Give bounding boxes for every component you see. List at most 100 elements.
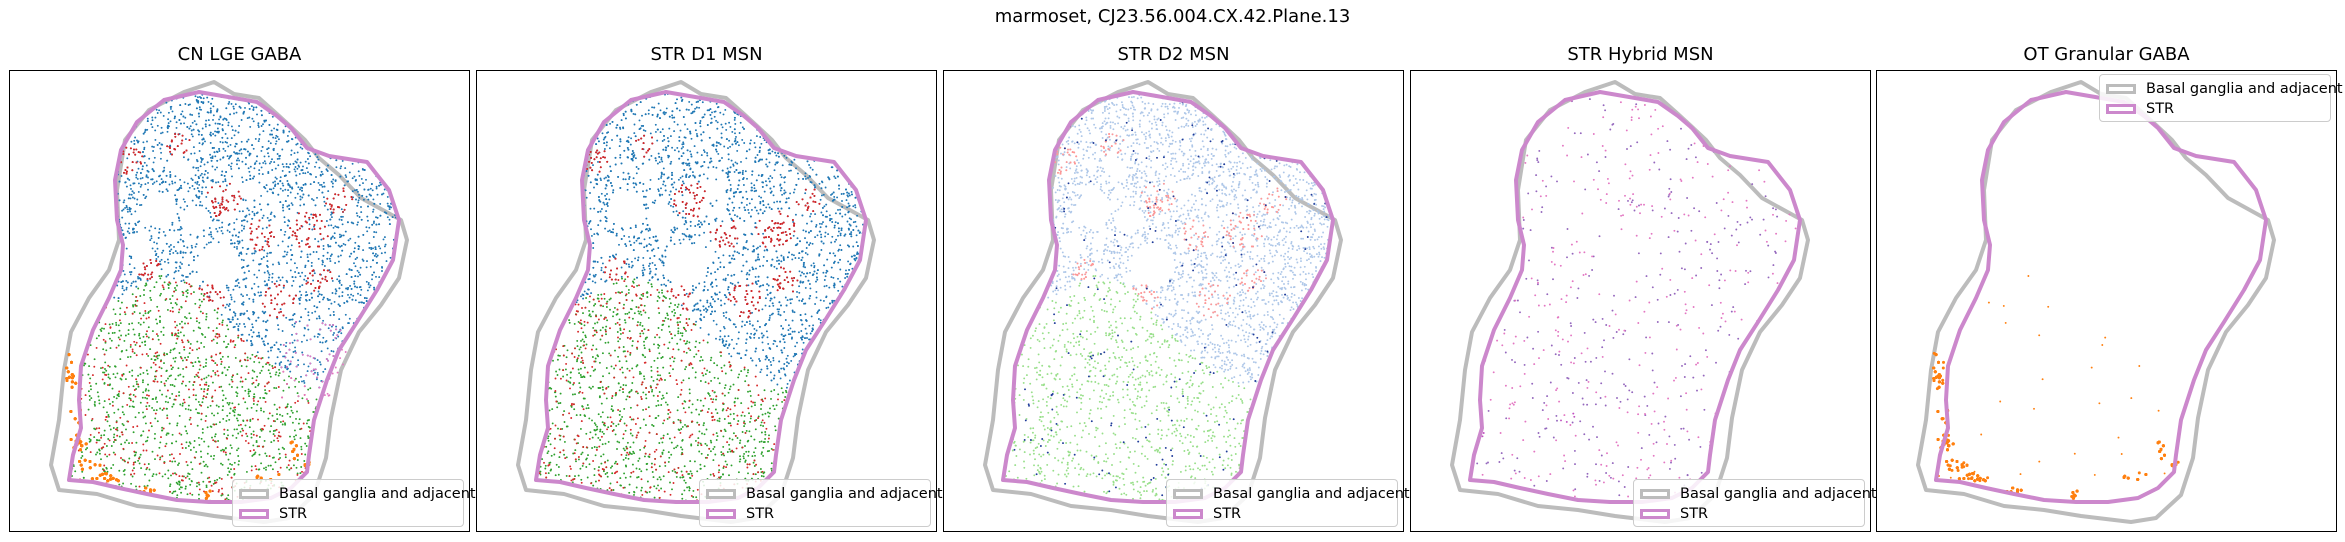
data-point	[266, 260, 269, 263]
data-point	[240, 339, 243, 342]
data-point	[233, 112, 235, 115]
data-point	[162, 427, 165, 430]
data-point	[244, 389, 247, 392]
data-point	[284, 406, 287, 409]
data-point	[202, 229, 205, 232]
data-point	[187, 341, 190, 343]
data-point	[168, 375, 171, 378]
data-point	[299, 188, 301, 191]
data-point	[297, 422, 300, 425]
data-point	[250, 340, 252, 342]
data-point	[203, 383, 206, 386]
data-point	[247, 372, 250, 375]
data-point	[238, 105, 241, 108]
data-point	[206, 465, 209, 468]
data-point	[152, 170, 155, 173]
data-point	[215, 227, 218, 230]
data-point	[186, 275, 189, 278]
data-point	[139, 373, 142, 376]
data-point	[195, 243, 198, 246]
data-point	[196, 340, 199, 343]
data-point	[100, 458, 102, 461]
data-point	[206, 426, 209, 429]
data-point	[183, 334, 185, 337]
data-point	[121, 216, 124, 219]
data-point	[134, 210, 137, 213]
data-point	[252, 381, 255, 384]
data-point	[286, 205, 289, 208]
data-point	[179, 122, 182, 125]
data-point	[133, 139, 136, 142]
data-point	[371, 278, 373, 281]
data-point	[232, 288, 235, 291]
data-point	[277, 324, 279, 327]
data-point	[249, 450, 252, 452]
data-point	[171, 182, 174, 185]
data-point	[90, 388, 92, 391]
data-point	[192, 146, 195, 149]
data-point	[255, 434, 258, 437]
data-point	[159, 342, 162, 345]
data-point	[293, 152, 296, 155]
data-point	[266, 283, 268, 286]
data-point	[214, 373, 217, 376]
data-point	[237, 242, 240, 245]
data-point	[283, 250, 286, 253]
data-point	[119, 313, 122, 316]
data-point	[211, 287, 214, 290]
data-point	[265, 320, 267, 323]
data-point	[248, 333, 251, 336]
data-point	[134, 453, 137, 456]
data-point	[119, 416, 122, 419]
data-point	[348, 255, 351, 258]
data-point	[209, 216, 212, 218]
data-point	[337, 303, 340, 306]
data-point	[134, 136, 137, 139]
data-point	[111, 387, 114, 390]
data-point	[146, 278, 149, 281]
data-point	[274, 180, 276, 183]
data-point	[198, 190, 201, 193]
data-point	[225, 119, 228, 121]
data-point	[367, 198, 370, 201]
data-point	[208, 480, 211, 483]
data-point	[273, 403, 276, 406]
data-point	[134, 280, 137, 283]
data-point	[205, 315, 208, 318]
data-point	[133, 472, 136, 475]
data-point	[197, 436, 200, 439]
data-point	[273, 214, 276, 217]
data-point	[221, 221, 224, 224]
data-point	[88, 395, 91, 397]
data-point	[320, 350, 323, 353]
data-point	[271, 456, 274, 459]
data-point	[119, 322, 122, 325]
data-point	[199, 450, 202, 453]
data-point	[167, 287, 170, 289]
data-point	[266, 270, 269, 273]
figure-title: marmoset, CJ23.56.004.CX.42.Plane.13	[994, 6, 1351, 27]
data-point	[343, 301, 346, 304]
data-point	[100, 367, 102, 370]
data-point	[316, 335, 319, 338]
data-point	[374, 248, 377, 251]
data-point	[263, 249, 266, 252]
data-point	[155, 108, 158, 111]
data-point	[132, 151, 135, 154]
data-point	[103, 464, 106, 467]
data-point	[163, 362, 165, 365]
data-point	[274, 429, 277, 432]
data-point	[251, 117, 254, 120]
data-point	[136, 299, 139, 302]
data-point	[233, 428, 236, 431]
data-point	[181, 110, 184, 113]
data-point	[129, 345, 132, 348]
data-point	[134, 300, 137, 302]
data-point	[154, 227, 157, 230]
data-point	[227, 145, 230, 148]
data-point	[305, 279, 308, 282]
data-point	[245, 277, 248, 280]
data-point	[264, 240, 267, 243]
data-point	[109, 337, 111, 340]
data-point	[124, 181, 127, 184]
